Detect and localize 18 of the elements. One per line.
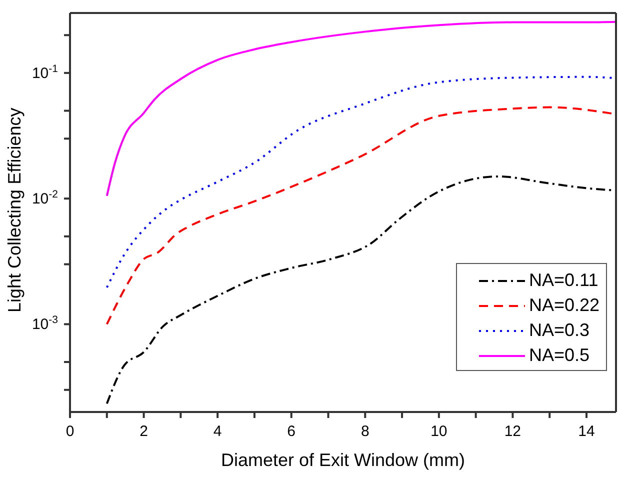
x-tick-label: 4 <box>213 423 222 440</box>
x-tick-label: 0 <box>66 423 74 440</box>
x-tick-label: 14 <box>578 423 595 440</box>
legend-label: NA=0.3 <box>529 320 590 341</box>
legend-label: NA=0.11 <box>529 270 598 291</box>
x-tick-label: 2 <box>140 423 148 440</box>
y-tick-label: 10$^{-1}$ <box>32 62 58 82</box>
x-tick-label: 6 <box>287 423 296 440</box>
line-series <box>106 20 616 197</box>
y-tick-label: 10$^{-3}$ <box>32 314 58 334</box>
legend-label: NA=0.22 <box>529 295 600 316</box>
x-tick-label: 8 <box>360 423 370 440</box>
x-tick-label: 10 <box>430 423 448 440</box>
y-axis-title: Light Collecting Efficiency <box>4 108 24 312</box>
x-axis-title: Diameter of Exit Window (mm) <box>220 450 466 470</box>
y-tick-label: 10$^{-2}$ <box>32 188 58 208</box>
x-tick-label: 12 <box>504 423 522 440</box>
legend-label: NA=0.5 <box>529 345 590 366</box>
